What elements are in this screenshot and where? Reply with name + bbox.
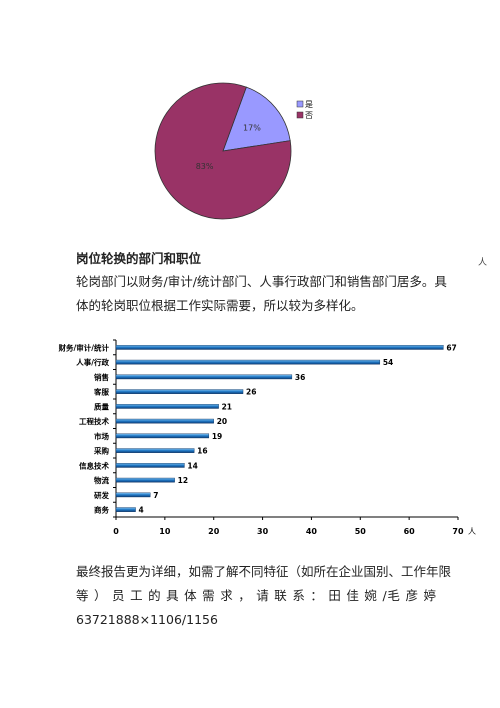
pie-slice	[222, 86, 291, 152]
legend-label: 是	[305, 100, 313, 109]
category-label: 人事/行政	[76, 357, 109, 367]
pie-value-label: 83%	[196, 162, 214, 171]
x-tick-label: 70	[452, 527, 464, 536]
bar-tick-labels: 0 10 20 30 40 50 60 70 人	[113, 527, 476, 536]
bar	[115, 359, 381, 365]
x-tick-label: 50	[355, 527, 367, 536]
paragraph-line: 轮岗部门以财务/审计/统计部门、人事行政部门和销售部门居多。具	[76, 274, 447, 289]
bar-value-label: 54	[383, 358, 393, 367]
legend-label: 否	[305, 111, 313, 120]
category-label: 财务/审计/统计	[58, 342, 110, 352]
pie-chart: 17% 83% 是否	[154, 82, 313, 220]
x-tick-label: 60	[404, 527, 416, 536]
category-label: 采购	[93, 446, 109, 456]
bar-value-label: 4	[139, 506, 144, 515]
bar-marks	[115, 345, 444, 512]
bar	[115, 463, 185, 468]
pie-legend: 是否	[296, 100, 313, 120]
pie-slice	[154, 82, 292, 220]
bar-value-label: 26	[246, 388, 256, 397]
category-label: 客服	[93, 387, 109, 397]
bar	[115, 374, 293, 380]
bar	[115, 433, 210, 439]
footer-line: 等 ） 员 工 的 具 体 需 求 ， 请 联 系 ： 田 佳 婉 /毛 彦 婷	[76, 588, 436, 603]
category-label: 质量	[94, 401, 109, 411]
x-tick-label: 20	[208, 527, 220, 536]
bar-value-label: 67	[446, 343, 456, 352]
pie-value-label: 17%	[243, 123, 261, 132]
bar-value-label: 7	[153, 491, 158, 500]
margin-note: 人	[478, 258, 488, 268]
x-tick-label: 10	[159, 527, 171, 536]
pie-slices	[154, 82, 292, 220]
x-tick-label: 0	[113, 527, 119, 536]
section-heading: 岗位轮换的部门和职位	[76, 251, 202, 266]
category-label: 物流	[94, 475, 109, 485]
bar	[115, 448, 195, 453]
bar	[115, 477, 175, 483]
pie-labels: 17% 83%	[196, 123, 262, 171]
bar-value-label: 16	[197, 447, 207, 456]
category-label: 销售	[94, 372, 109, 382]
bar	[115, 507, 136, 512]
category-label: 信息技术	[79, 460, 109, 470]
category-label: 市场	[94, 431, 109, 441]
bar-axes	[113, 339, 459, 520]
bar	[115, 345, 444, 350]
x-tick-label: 30	[257, 527, 269, 536]
bar	[115, 492, 151, 498]
legend-swatch	[296, 111, 304, 119]
bar-value-label: 21	[222, 402, 232, 411]
bar-value-label: 19	[212, 432, 222, 441]
paragraph-contact: 最终报告更为详细，如需了解不同特征（如所在企业国别、工作年限 等 ） 员 工 的…	[76, 560, 452, 632]
bar-value-label: 20	[217, 417, 227, 426]
bar-value-label: 36	[295, 373, 305, 382]
x-axis-unit: 人	[468, 527, 476, 536]
bar	[115, 418, 214, 424]
footer-line: 最终报告更为详细，如需了解不同特征（如所在企业国别、工作年限	[76, 564, 452, 579]
footer-line: 63721888×1106/1156	[76, 612, 218, 627]
bar-value-label: 14	[187, 461, 197, 470]
category-label: 商务	[94, 505, 109, 515]
legend-swatch	[296, 100, 304, 108]
x-tick-label: 40	[306, 527, 318, 536]
bar	[115, 404, 219, 409]
bar-value-label: 12	[178, 476, 188, 485]
paragraph-line: 体的轮岗职位根据工作实际需要，所以较为多样化。	[76, 298, 364, 313]
category-label: 工程技术	[79, 416, 109, 426]
category-label: 研发	[94, 490, 109, 500]
bar	[115, 389, 244, 394]
paragraph-job-rotation: 轮岗部门以财务/审计/统计部门、人事行政部门和销售部门居多。具 体的轮岗职位根据…	[76, 270, 447, 318]
